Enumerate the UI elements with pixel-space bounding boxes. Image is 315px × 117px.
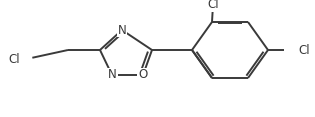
Text: Cl: Cl [8,53,20,66]
Text: Cl: Cl [207,0,219,11]
Text: Cl: Cl [298,44,310,57]
Text: N: N [108,68,116,82]
Text: O: O [138,68,148,82]
Text: N: N [117,24,126,37]
